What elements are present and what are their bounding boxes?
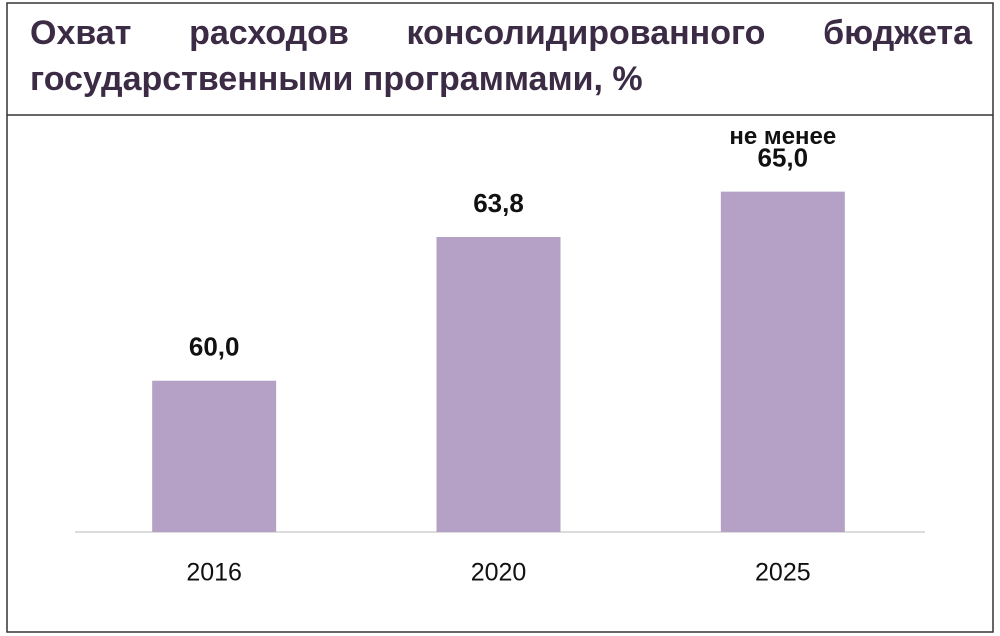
value-label: 65,0 (758, 143, 809, 173)
annotation: не менее (729, 123, 836, 150)
x-tick-label: 2016 (186, 559, 242, 587)
frame (6, 2, 994, 633)
bar (720, 191, 845, 533)
bar (436, 237, 561, 532)
x-tick-label: 2020 (471, 559, 527, 587)
x-tick-label: 2025 (755, 559, 811, 587)
bar (152, 380, 277, 532)
value-label: 63,8 (473, 188, 524, 218)
value-label: 60,0 (189, 332, 240, 362)
chart-title: Охват расходов консолидированного бюджет… (30, 14, 972, 98)
